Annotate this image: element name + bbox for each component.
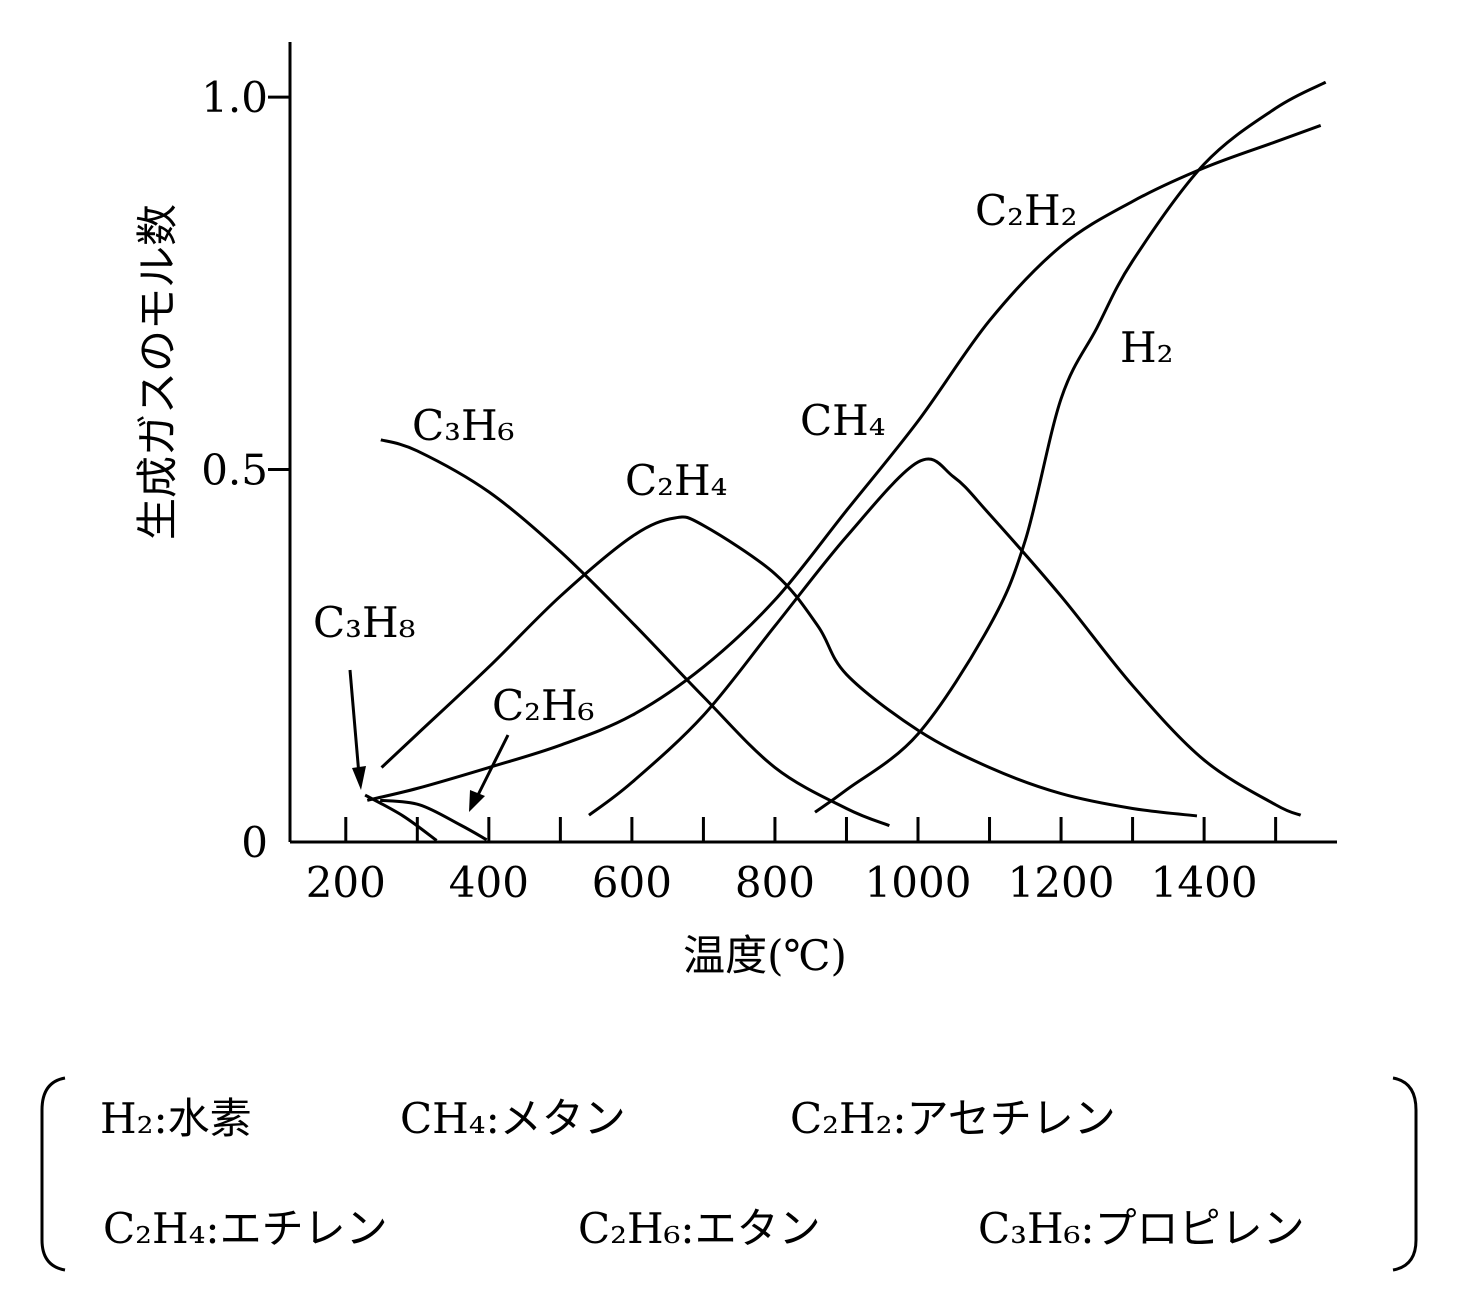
series-label: H₂ [1120,323,1173,372]
y-axis-label: 生成ガスのモル数 [133,204,182,540]
y-tick-label: 1.0 [201,73,268,122]
x-axis-label: 温度(℃) [683,931,847,980]
series-label: C₂H₄ [625,456,727,505]
glossary-item: C₂H₂:アセチレン [790,1094,1116,1143]
x-tick-label: 400 [449,858,529,907]
series-line [814,80,1327,814]
x-tick-label: 600 [592,858,672,907]
series-label: C₃H₈ [313,598,415,647]
series-label: C₃H₆ [412,401,514,450]
series-line [379,798,488,842]
glossary-item: C₂H₄:エチレン [103,1204,388,1253]
glossary-item: C₂H₆:エタン [578,1204,821,1253]
series-label: CH₄ [800,396,886,445]
y-tick-label: 0.5 [201,446,268,495]
x-tick-label: 1200 [1008,858,1115,907]
series-line [588,457,1302,817]
x-tick-label: 1000 [865,858,972,907]
y-tick-label: 0 [241,818,268,867]
series-label: C₂H₂ [975,186,1077,235]
glossary-item: CH₄:メタン [400,1094,626,1143]
series-line [380,438,890,828]
x-tick-label: 200 [306,858,386,907]
series-label: C₂H₆ [492,681,594,730]
arrow [348,669,361,776]
series-line [366,124,1322,802]
glossary-item: H₂:水素 [100,1094,252,1143]
x-tick-label: 1400 [1151,858,1258,907]
bracket-left [40,1076,66,1272]
arrow-head [469,790,485,812]
arrow-head [352,766,366,790]
bracket-right [1392,1076,1418,1272]
glossary-item: C₃H₆:プロピレン [978,1204,1305,1253]
series-line [364,793,438,842]
x-tick-label: 800 [735,858,815,907]
series-line [380,515,1198,818]
